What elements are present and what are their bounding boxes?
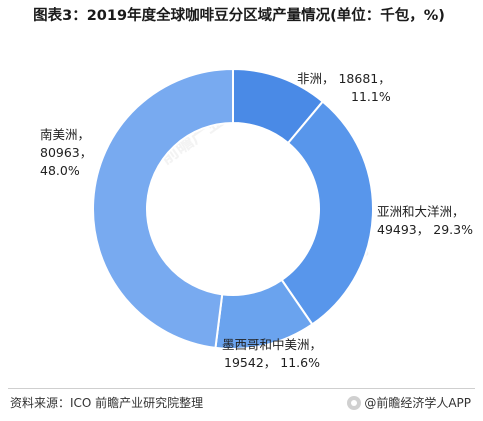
brand-text: @前瞻经济学人APP — [364, 396, 471, 410]
slice-label-africa: 非洲， 18681， 11.1% — [297, 70, 391, 106]
label-line: 墨西哥和中美洲， — [222, 337, 323, 352]
label-line: 19542， 11.6% — [224, 355, 320, 370]
brand-logo-icon — [347, 395, 362, 410]
label-line: 南美洲， — [40, 127, 91, 142]
label-line: 80963， — [40, 145, 93, 160]
slice-label-mexico-central-america: 墨西哥和中美洲， 19542， 11.6% — [222, 336, 322, 372]
source-note: 资料来源：ICO 前瞻产业研究院整理 — [10, 396, 204, 410]
donut-slice-1 — [280, 100, 374, 326]
slice-label-south-america: 南美洲， 80963， 48.0% — [40, 126, 92, 180]
brand-credit: @前瞻经济学人APP — [347, 394, 471, 411]
label-line: 48.0% — [40, 163, 80, 178]
label-line: 亚洲和大洋洲， — [377, 204, 465, 219]
donut-slice-3 — [92, 67, 234, 350]
slice-label-asia-oceania: 亚洲和大洋洲， 49493， 29.3% — [377, 203, 473, 239]
footer-divider — [8, 388, 475, 389]
label-line: 非洲， 18681， — [297, 71, 391, 86]
chart-title: 图表3：2019年度全球咖啡豆分区域产量情况(单位：千包，%) — [33, 8, 445, 24]
label-line: 49493， 29.3% — [377, 222, 473, 237]
label-line: 11.1% — [351, 89, 391, 104]
